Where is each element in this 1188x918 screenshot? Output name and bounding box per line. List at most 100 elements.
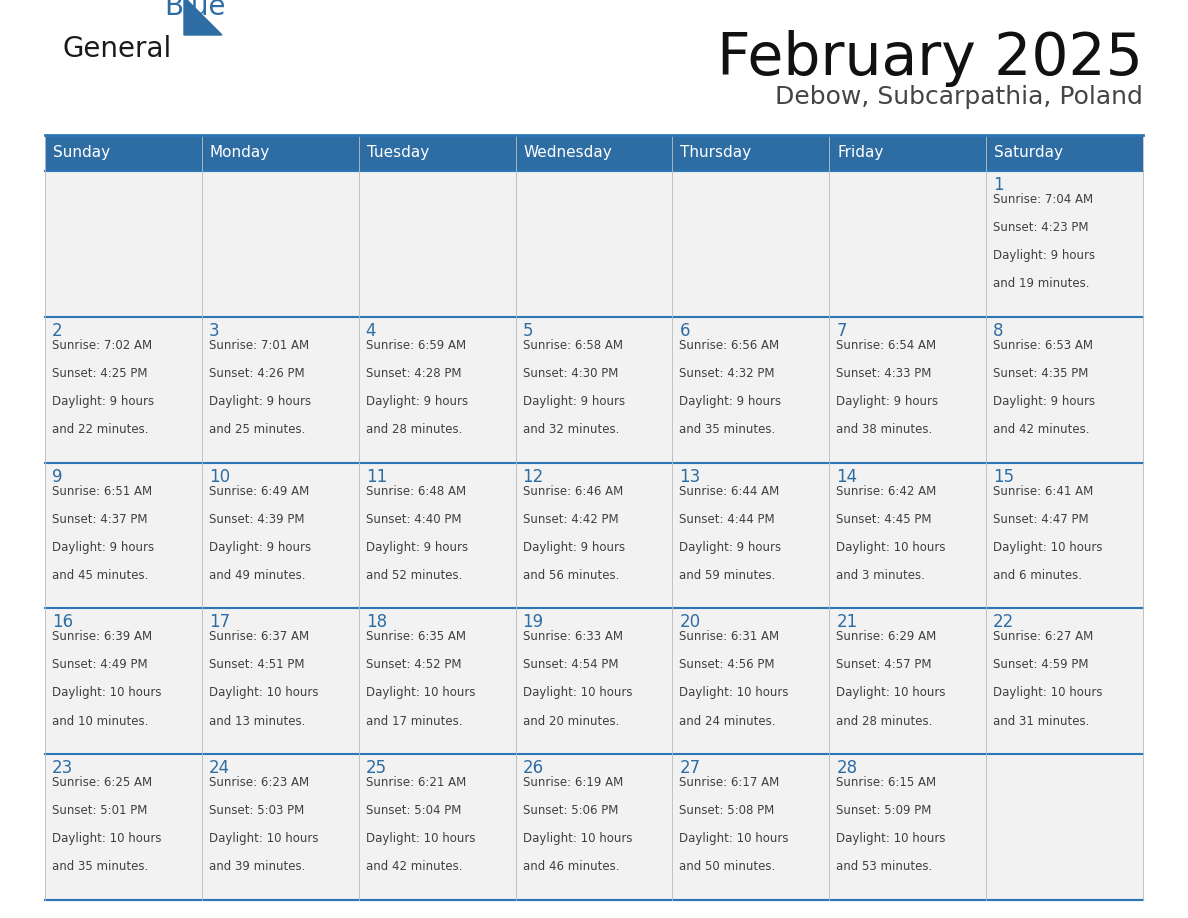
Text: Sunrise: 7:04 AM: Sunrise: 7:04 AM [993,193,1093,206]
FancyBboxPatch shape [45,463,202,609]
Text: Daylight: 10 hours: Daylight: 10 hours [993,541,1102,554]
FancyBboxPatch shape [986,171,1143,317]
Text: and 24 minutes.: and 24 minutes. [680,714,776,728]
FancyBboxPatch shape [829,317,986,463]
Polygon shape [184,0,222,35]
FancyBboxPatch shape [672,171,829,317]
Text: 10: 10 [209,467,230,486]
Text: Daylight: 10 hours: Daylight: 10 hours [366,833,475,845]
FancyBboxPatch shape [986,755,1143,900]
Text: Sunset: 5:08 PM: Sunset: 5:08 PM [680,804,775,817]
Text: Sunrise: 6:31 AM: Sunrise: 6:31 AM [680,631,779,644]
Text: Daylight: 9 hours: Daylight: 9 hours [680,541,782,554]
Text: and 42 minutes.: and 42 minutes. [366,860,462,873]
Text: and 39 minutes.: and 39 minutes. [209,860,305,873]
Text: Sunset: 4:33 PM: Sunset: 4:33 PM [836,367,931,380]
Text: Sunset: 4:47 PM: Sunset: 4:47 PM [993,512,1088,526]
Text: Sunrise: 6:42 AM: Sunrise: 6:42 AM [836,485,936,498]
Text: Daylight: 9 hours: Daylight: 9 hours [366,395,468,408]
Text: Tuesday: Tuesday [367,145,429,161]
FancyBboxPatch shape [829,755,986,900]
Text: Sunrise: 6:58 AM: Sunrise: 6:58 AM [523,339,623,352]
FancyBboxPatch shape [829,463,986,609]
Text: Daylight: 9 hours: Daylight: 9 hours [993,395,1095,408]
Text: and 32 minutes.: and 32 minutes. [523,423,619,436]
Text: 13: 13 [680,467,701,486]
FancyBboxPatch shape [202,755,359,900]
Text: Sunset: 4:49 PM: Sunset: 4:49 PM [52,658,147,671]
FancyBboxPatch shape [45,171,202,317]
Text: Sunset: 4:52 PM: Sunset: 4:52 PM [366,658,461,671]
Text: Sunset: 5:06 PM: Sunset: 5:06 PM [523,804,618,817]
Text: 28: 28 [836,759,858,778]
Text: Daylight: 10 hours: Daylight: 10 hours [523,687,632,700]
Text: Daylight: 10 hours: Daylight: 10 hours [366,687,475,700]
Text: Sunset: 4:44 PM: Sunset: 4:44 PM [680,512,775,526]
Text: Daylight: 9 hours: Daylight: 9 hours [209,541,311,554]
Text: and 25 minutes.: and 25 minutes. [209,423,305,436]
Text: 8: 8 [993,322,1004,340]
Text: Sunrise: 6:59 AM: Sunrise: 6:59 AM [366,339,466,352]
Text: Sunrise: 6:41 AM: Sunrise: 6:41 AM [993,485,1093,498]
Text: Sunrise: 6:17 AM: Sunrise: 6:17 AM [680,777,779,789]
Text: Sunset: 4:23 PM: Sunset: 4:23 PM [993,221,1088,234]
Text: Sunset: 5:09 PM: Sunset: 5:09 PM [836,804,931,817]
FancyBboxPatch shape [202,317,359,463]
FancyBboxPatch shape [986,135,1143,171]
Text: 6: 6 [680,322,690,340]
FancyBboxPatch shape [672,135,829,171]
Text: Sunrise: 6:25 AM: Sunrise: 6:25 AM [52,777,152,789]
FancyBboxPatch shape [202,135,359,171]
Text: Daylight: 10 hours: Daylight: 10 hours [523,833,632,845]
Text: Daylight: 10 hours: Daylight: 10 hours [836,541,946,554]
Text: Sunday: Sunday [53,145,110,161]
Text: Sunrise: 6:53 AM: Sunrise: 6:53 AM [993,339,1093,352]
Text: Sunrise: 6:33 AM: Sunrise: 6:33 AM [523,631,623,644]
Text: Daylight: 9 hours: Daylight: 9 hours [993,249,1095,262]
Text: and 31 minutes.: and 31 minutes. [993,714,1089,728]
Text: Sunrise: 6:49 AM: Sunrise: 6:49 AM [209,485,309,498]
Text: and 35 minutes.: and 35 minutes. [680,423,776,436]
Text: and 22 minutes.: and 22 minutes. [52,423,148,436]
Text: Sunset: 5:01 PM: Sunset: 5:01 PM [52,804,147,817]
FancyBboxPatch shape [45,755,202,900]
Text: 21: 21 [836,613,858,632]
Text: Daylight: 9 hours: Daylight: 9 hours [52,395,154,408]
Text: Sunrise: 6:23 AM: Sunrise: 6:23 AM [209,777,309,789]
Text: Sunrise: 6:44 AM: Sunrise: 6:44 AM [680,485,779,498]
Text: and 46 minutes.: and 46 minutes. [523,860,619,873]
Text: Sunset: 4:35 PM: Sunset: 4:35 PM [993,367,1088,380]
Text: 23: 23 [52,759,74,778]
Text: 22: 22 [993,613,1015,632]
Text: and 49 minutes.: and 49 minutes. [209,569,305,582]
Text: Sunrise: 6:29 AM: Sunrise: 6:29 AM [836,631,936,644]
Text: Sunset: 5:04 PM: Sunset: 5:04 PM [366,804,461,817]
Text: Sunrise: 7:02 AM: Sunrise: 7:02 AM [52,339,152,352]
Text: and 17 minutes.: and 17 minutes. [366,714,462,728]
Text: and 28 minutes.: and 28 minutes. [836,714,933,728]
FancyBboxPatch shape [986,609,1143,755]
Text: 5: 5 [523,322,533,340]
Text: Sunset: 4:40 PM: Sunset: 4:40 PM [366,512,461,526]
Text: Friday: Friday [838,145,884,161]
FancyBboxPatch shape [516,135,672,171]
Text: Sunrise: 6:27 AM: Sunrise: 6:27 AM [993,631,1093,644]
Text: Sunset: 4:39 PM: Sunset: 4:39 PM [209,512,304,526]
FancyBboxPatch shape [516,317,672,463]
Text: and 45 minutes.: and 45 minutes. [52,569,148,582]
Text: 24: 24 [209,759,230,778]
Text: Sunset: 4:54 PM: Sunset: 4:54 PM [523,658,618,671]
Text: Sunset: 5:03 PM: Sunset: 5:03 PM [209,804,304,817]
FancyBboxPatch shape [672,609,829,755]
Text: Daylight: 10 hours: Daylight: 10 hours [209,833,318,845]
Text: 20: 20 [680,613,701,632]
FancyBboxPatch shape [516,609,672,755]
FancyBboxPatch shape [45,317,202,463]
Text: and 42 minutes.: and 42 minutes. [993,423,1089,436]
Text: and 56 minutes.: and 56 minutes. [523,569,619,582]
FancyBboxPatch shape [516,463,672,609]
Text: Sunset: 4:32 PM: Sunset: 4:32 PM [680,367,775,380]
Text: Sunrise: 7:01 AM: Sunrise: 7:01 AM [209,339,309,352]
Text: Daylight: 9 hours: Daylight: 9 hours [52,541,154,554]
Text: Sunset: 4:56 PM: Sunset: 4:56 PM [680,658,775,671]
